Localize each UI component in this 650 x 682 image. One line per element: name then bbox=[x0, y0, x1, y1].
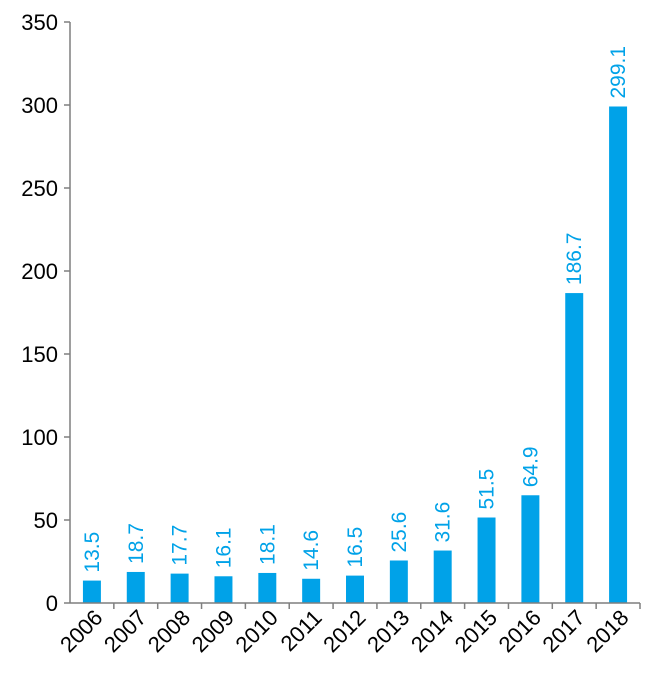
bar bbox=[521, 495, 540, 603]
y-tick-label: 0 bbox=[46, 591, 58, 616]
bar-data-label: 31.6 bbox=[432, 502, 455, 543]
bar-data-label: 16.1 bbox=[212, 527, 235, 568]
bar-data-label: 18.1 bbox=[256, 524, 279, 565]
bar-data-label: 16.5 bbox=[344, 527, 367, 568]
y-tick-label: 50 bbox=[34, 508, 58, 533]
y-tick-label: 300 bbox=[21, 93, 58, 118]
y-axis-ticks: 0 50 100 150 200 250 300 350 bbox=[21, 10, 70, 616]
bar-data-label: 25.6 bbox=[388, 512, 411, 553]
bar bbox=[609, 106, 628, 603]
y-tick-label: 200 bbox=[21, 259, 58, 284]
bar-series bbox=[82, 106, 628, 603]
y-tick-label: 150 bbox=[21, 342, 58, 367]
y-tick-label: 250 bbox=[21, 176, 58, 201]
bar bbox=[170, 573, 189, 603]
y-tick-label: 350 bbox=[21, 10, 58, 35]
bar-data-label: 17.7 bbox=[169, 525, 192, 566]
x-tick-label: 2008 bbox=[143, 605, 195, 657]
x-tick-label: 2015 bbox=[450, 605, 502, 657]
bar bbox=[477, 517, 496, 603]
bar bbox=[82, 580, 101, 603]
bar bbox=[565, 293, 584, 603]
data-labels: 13.5 18.7 17.7 16.1 18.1 14.6 16.5 25.6 31.6 51.5… bbox=[81, 46, 630, 573]
y-tick-label: 100 bbox=[21, 425, 58, 450]
x-tick-label: 2006 bbox=[55, 605, 107, 657]
bar bbox=[258, 572, 277, 603]
bar-data-label: 18.7 bbox=[125, 523, 148, 564]
x-tick-label: 2016 bbox=[494, 605, 546, 657]
bar-data-label: 14.6 bbox=[300, 530, 323, 571]
bar bbox=[302, 578, 321, 603]
x-axis-ticks: 2006200720082009201020112012201320142015… bbox=[55, 603, 641, 657]
bar bbox=[433, 550, 452, 603]
bar bbox=[389, 560, 408, 603]
x-tick-label: 2013 bbox=[362, 605, 414, 657]
bar-data-label: 13.5 bbox=[81, 532, 104, 573]
x-tick-label: 2017 bbox=[537, 605, 589, 657]
bar-data-label: 51.5 bbox=[476, 469, 499, 510]
bar bbox=[346, 575, 364, 603]
bar-data-label: 186.7 bbox=[563, 233, 586, 286]
bar-data-label: 299.1 bbox=[607, 46, 630, 99]
x-tick-label: 2010 bbox=[231, 605, 283, 657]
x-tick-label: 2009 bbox=[187, 605, 239, 657]
bar-data-label: 64.9 bbox=[519, 446, 542, 487]
x-tick-label: 2012 bbox=[318, 605, 370, 657]
x-tick-label: 2007 bbox=[99, 605, 151, 657]
x-tick-label: 2018 bbox=[581, 605, 633, 657]
bar bbox=[126, 571, 145, 603]
x-tick-label: 2011 bbox=[276, 605, 327, 656]
bar bbox=[214, 576, 233, 603]
x-tick-label: 2014 bbox=[406, 605, 458, 657]
